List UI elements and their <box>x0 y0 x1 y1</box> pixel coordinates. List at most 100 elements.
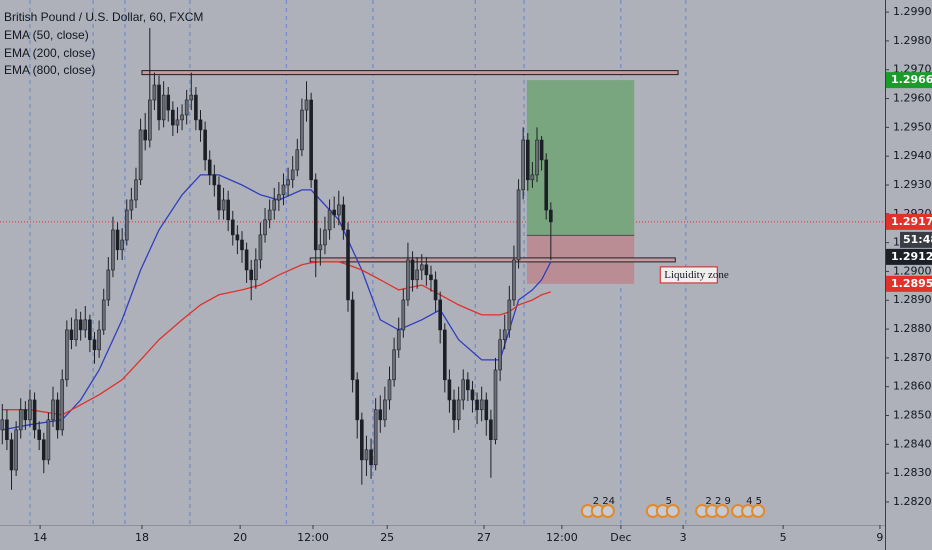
y-tick-label: 1.29300 <box>893 178 932 191</box>
price-tag <box>886 275 932 292</box>
candle-body <box>28 399 32 421</box>
candle-body <box>516 189 521 261</box>
candle-body <box>97 329 101 351</box>
candle-body <box>0 419 5 431</box>
candle-body <box>286 179 290 186</box>
candle-body <box>295 149 300 171</box>
candle-body <box>189 94 194 101</box>
candle-body <box>230 219 235 236</box>
candle-body <box>530 174 535 181</box>
y-tick-label: 1.28600 <box>893 380 932 393</box>
chart-title: British Pound / U.S. Dollar, 60, FXCM <box>4 10 203 24</box>
price-tag <box>886 248 932 265</box>
candle-body <box>148 99 152 141</box>
x-tick-label: Dec <box>610 531 631 544</box>
candle-body <box>475 399 479 411</box>
event-flag <box>600 504 615 518</box>
event-flag <box>665 504 680 518</box>
candle-body <box>106 269 111 301</box>
candle-body <box>92 339 97 351</box>
event-label: 4 5 <box>746 496 762 507</box>
candle-body <box>171 109 175 126</box>
x-tick-label: 12:00 <box>297 531 329 544</box>
candle-body <box>240 239 244 251</box>
candle-body <box>470 389 475 401</box>
candle-body <box>83 319 88 331</box>
candle-body <box>332 209 336 216</box>
candle-body <box>443 329 447 381</box>
x-tick-label: 5 <box>780 531 787 544</box>
y-tick-label: 1.29500 <box>893 120 932 133</box>
y-tick-label: 1.29600 <box>893 92 932 105</box>
price-tag-label: 1.29172 <box>891 215 932 228</box>
candle-body <box>396 329 401 351</box>
candle-body <box>327 209 332 231</box>
candle-body <box>51 399 55 421</box>
candle-body <box>115 229 120 251</box>
candle-body <box>217 184 221 211</box>
annotation-box <box>659 266 718 284</box>
candle-body <box>258 234 263 261</box>
level <box>309 257 676 263</box>
candle-body <box>212 174 217 186</box>
y-tick-label: 1.28200 <box>893 495 932 508</box>
candle-body <box>221 199 226 211</box>
candle-body <box>161 94 166 121</box>
candle-body <box>544 159 549 211</box>
candle-body <box>143 129 147 141</box>
y-tick-label: 1.28400 <box>893 437 932 450</box>
y-tick-label: 1.29900 <box>893 5 932 18</box>
y-tick-label: 1.29000 <box>893 264 932 277</box>
price-tag <box>886 213 932 230</box>
x-tick-label: 27 <box>477 531 491 544</box>
event-label: 5 <box>666 496 672 507</box>
candle-body <box>88 319 92 341</box>
candle-body <box>138 129 143 181</box>
candle-body <box>309 99 313 181</box>
candle-body <box>18 409 23 431</box>
candle-body <box>406 259 410 301</box>
y-tick-label: 1.28900 <box>893 293 932 306</box>
candle-body <box>456 399 461 421</box>
candle-body <box>277 194 281 201</box>
price-tag-label: 1.28957 <box>891 277 932 290</box>
legend-entry: EMA (800, close) <box>4 63 95 77</box>
candle-body <box>244 249 249 271</box>
y-tick-label: 1.28800 <box>893 322 932 335</box>
candle-body <box>336 204 341 216</box>
candle-body <box>378 409 383 421</box>
annotation: Liquidity zone <box>664 269 729 281</box>
candle-body <box>207 159 212 176</box>
candle-body <box>23 409 28 421</box>
candle-body <box>419 264 424 271</box>
candle-body <box>383 399 387 421</box>
plot-area: Liquidity zone <box>0 0 885 525</box>
candle-body <box>484 399 489 421</box>
candle-body <box>452 399 456 421</box>
candle-body <box>355 379 360 421</box>
y-tick-label: 1.29800 <box>893 34 932 47</box>
candle-body <box>535 139 539 176</box>
legend-entry: EMA (200, close) <box>4 46 95 60</box>
candle-body <box>318 244 323 251</box>
level <box>141 70 679 76</box>
candle-body <box>65 329 69 381</box>
candle-body <box>429 274 433 281</box>
candle-body <box>101 299 106 331</box>
candle-body <box>415 269 419 281</box>
candle-body <box>313 179 318 251</box>
x-tick-label: 3 <box>680 531 687 544</box>
candle-body <box>369 449 373 466</box>
candle-body <box>5 419 9 441</box>
candle-body <box>263 219 267 236</box>
candle-body <box>281 184 286 196</box>
candle-body <box>194 94 198 121</box>
candle-body <box>235 234 240 241</box>
candle-body <box>392 349 396 381</box>
candle-body <box>512 259 516 301</box>
candle-body <box>120 239 124 251</box>
candle-body <box>46 419 51 461</box>
candle-body <box>9 439 14 471</box>
candle-body <box>479 399 484 411</box>
